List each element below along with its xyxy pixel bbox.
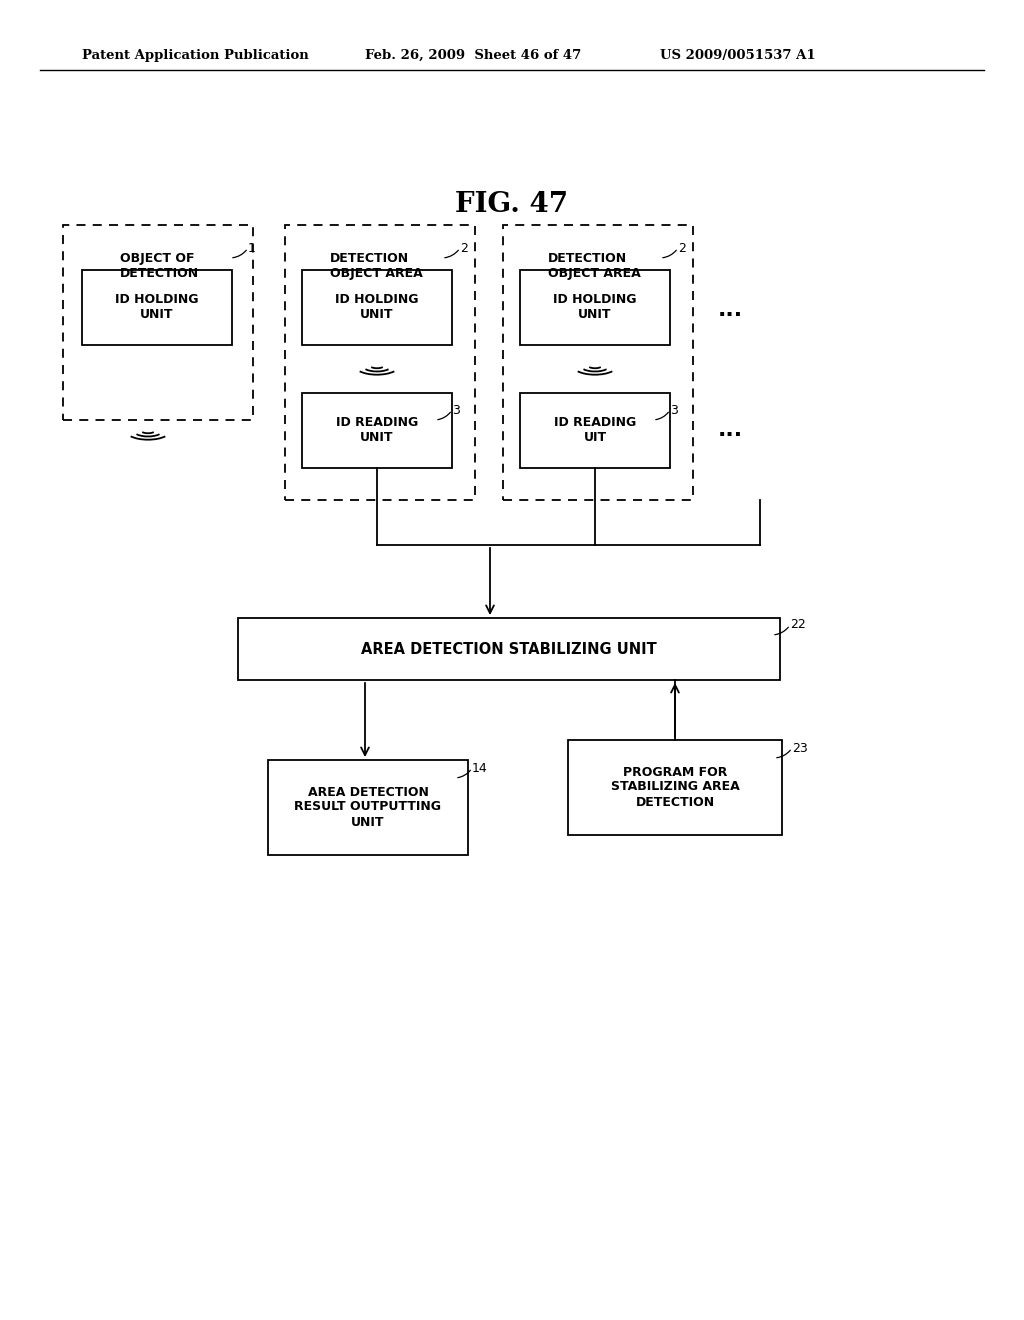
Text: PROGRAM FOR
STABILIZING AREA
DETECTION: PROGRAM FOR STABILIZING AREA DETECTION [610, 766, 739, 808]
Text: 3: 3 [452, 404, 460, 417]
Text: 1: 1 [248, 242, 256, 255]
Bar [285, 224, 475, 500]
Text: 23: 23 [792, 742, 808, 755]
Text: 2: 2 [460, 242, 468, 255]
Bar [520, 393, 670, 469]
Text: 2: 2 [678, 242, 686, 255]
Text: Feb. 26, 2009  Sheet 46 of 47: Feb. 26, 2009 Sheet 46 of 47 [365, 49, 582, 62]
Text: 14: 14 [472, 762, 487, 775]
Bar [268, 760, 468, 855]
Text: OBJECT OF
DETECTION: OBJECT OF DETECTION [120, 252, 199, 280]
Bar [302, 271, 452, 345]
Text: 3: 3 [670, 404, 678, 417]
Text: ID HOLDING
UNIT: ID HOLDING UNIT [116, 293, 199, 321]
Text: ID HOLDING
UNIT: ID HOLDING UNIT [553, 293, 637, 321]
Bar [520, 271, 670, 345]
Text: Patent Application Publication: Patent Application Publication [82, 49, 309, 62]
Text: ID HOLDING
UNIT: ID HOLDING UNIT [335, 293, 419, 321]
Text: AREA DETECTION STABILIZING UNIT: AREA DETECTION STABILIZING UNIT [361, 642, 656, 656]
Text: ID READING
UNIT: ID READING UNIT [336, 416, 418, 444]
Bar [238, 618, 780, 680]
Text: 22: 22 [790, 619, 806, 631]
Text: US 2009/0051537 A1: US 2009/0051537 A1 [660, 49, 816, 62]
Text: ...: ... [718, 420, 742, 440]
Text: ID READING
UIT: ID READING UIT [554, 416, 636, 444]
Bar [568, 741, 782, 836]
Text: FIG. 47: FIG. 47 [456, 191, 568, 219]
Bar [503, 224, 693, 500]
Text: AREA DETECTION
RESULT OUTPUTTING
UNIT: AREA DETECTION RESULT OUTPUTTING UNIT [295, 785, 441, 829]
Bar [82, 271, 232, 345]
Text: DETECTION
OBJECT AREA: DETECTION OBJECT AREA [330, 252, 423, 280]
Text: ...: ... [718, 300, 742, 319]
Text: DETECTION
OBJECT AREA: DETECTION OBJECT AREA [548, 252, 641, 280]
Bar [302, 393, 452, 469]
Bar [63, 224, 253, 420]
